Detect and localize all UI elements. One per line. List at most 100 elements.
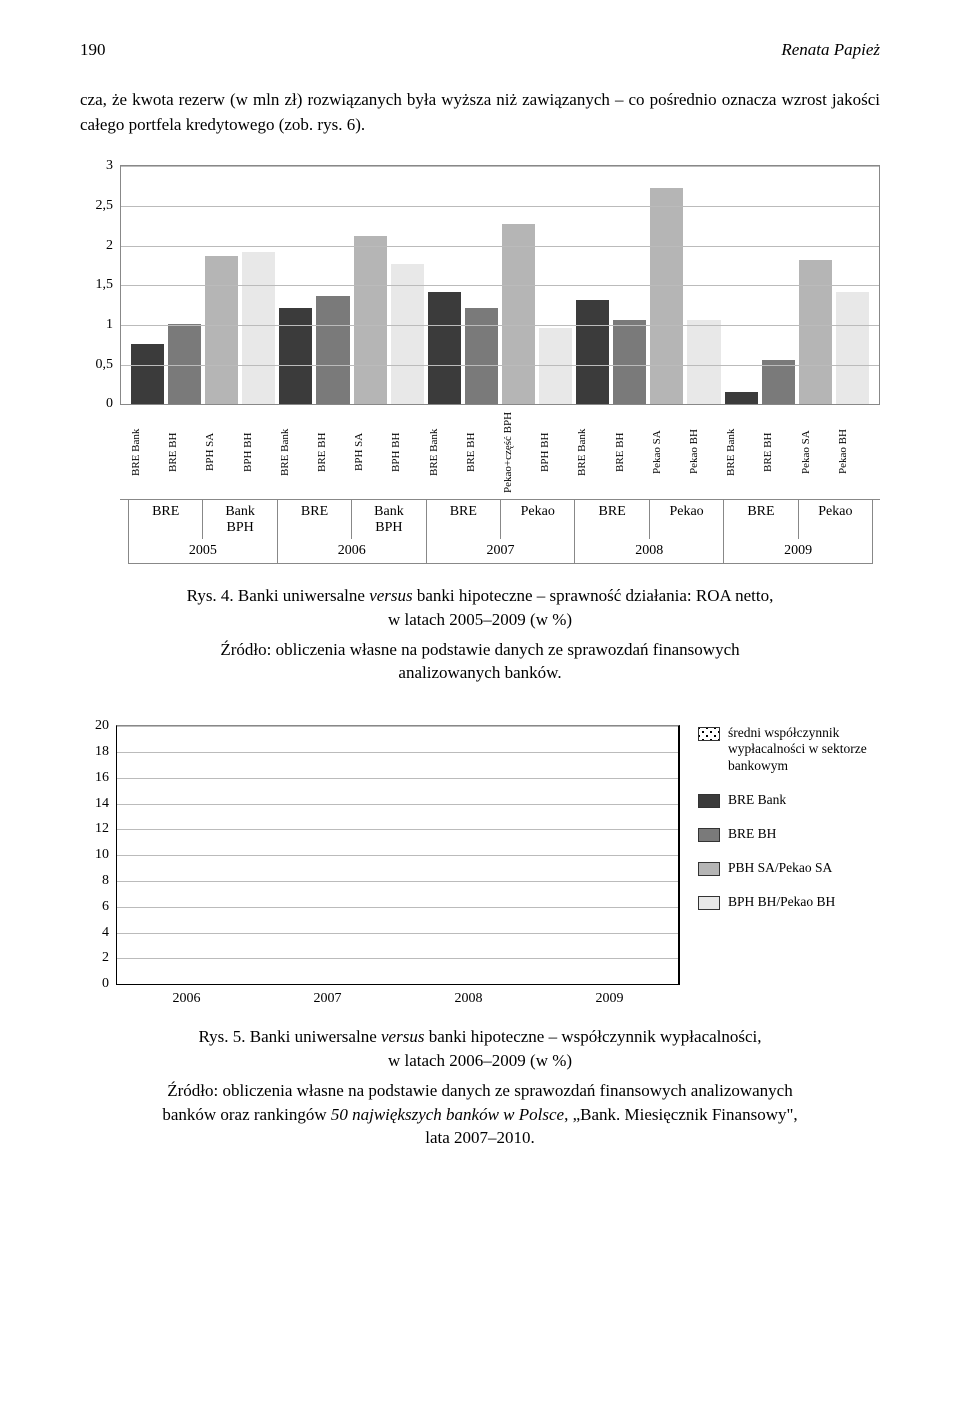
source-fig-5-l1: Źródło: obliczenia własne na podstawie d… — [167, 1081, 792, 1100]
chart-gridline — [117, 855, 678, 856]
chart-bar-fill — [836, 292, 869, 404]
chart-year-label: 2009 — [723, 539, 873, 564]
caption-fig-4-l1: Rys. 4. Banki uniwersalne versus banki h… — [187, 586, 774, 605]
chart-category-label: Pekao SA — [800, 409, 833, 499]
chart-bar-fill — [465, 308, 498, 404]
chart-bar — [465, 308, 498, 404]
chart-bar — [242, 252, 275, 404]
chart-subgroup-label: Bank BPH — [351, 500, 426, 539]
chart-year-label: 2007 — [426, 539, 576, 564]
chart-gridline — [121, 166, 879, 167]
legend-label: średni współczynnik wypłacalności w sekt… — [728, 725, 880, 774]
chart-ytick-label: 16 — [95, 770, 117, 786]
chart-wyplacalnosc-plot: 02468101214161820 — [116, 725, 680, 985]
chart-roa-plot: 00,511,522,53 — [120, 165, 880, 405]
legend-item: średni współczynnik wypłacalności w sekt… — [698, 725, 880, 774]
source-fig-4: Źródło: obliczenia własne na podstawie d… — [80, 638, 880, 686]
chart-ytick-label: 2 — [106, 238, 121, 254]
chart-bar-fill — [279, 308, 312, 404]
chart-category-label: BRE Bank — [576, 409, 609, 499]
chart-bar — [354, 236, 387, 404]
chart-category-label: BRE Bank — [279, 409, 312, 499]
chart-bar-fill — [539, 328, 572, 404]
chart-category-label: BRE Bank — [130, 409, 163, 499]
chart-bar-fill — [650, 188, 683, 404]
chart-ytick-label: 2 — [102, 950, 117, 966]
legend-label: BRE Bank — [728, 792, 786, 808]
chart-year-label: 2005 — [128, 539, 278, 564]
chart-ytick-label: 8 — [102, 873, 117, 889]
chart-roa-subgroups: BREBank BPHBREBank BPHBREPekaoBREPekaoBR… — [120, 499, 880, 539]
chart-ytick-label: 10 — [95, 847, 117, 863]
chart-ytick-label: 6 — [102, 899, 117, 915]
chart-category-label: BPH BH — [242, 409, 275, 499]
chart-bar-fill — [576, 300, 609, 404]
chart-ytick-label: 3 — [106, 158, 121, 174]
chart-bar-fill — [725, 392, 758, 404]
chart-bar-fill — [762, 360, 795, 404]
chart-bar-fill — [131, 344, 164, 404]
chart-bar-fill — [316, 296, 349, 404]
chart-ytick-label: 0,5 — [96, 357, 122, 373]
legend-label: BRE BH — [728, 826, 776, 842]
chart-ytick-label: 4 — [102, 925, 117, 941]
chart-subgroup-label: Pekao — [500, 500, 575, 539]
caption-fig-5-l1: Rys. 5. Banki uniwersalne versus banki h… — [198, 1027, 761, 1046]
legend-swatch — [698, 727, 720, 741]
chart-gridline — [117, 726, 678, 727]
chart-ytick-label: 12 — [95, 821, 117, 837]
chart-gridline — [117, 881, 678, 882]
chart-bar-fill — [502, 224, 535, 404]
legend-swatch — [698, 828, 720, 842]
chart-gridline — [117, 958, 678, 959]
chart-ytick-label: 18 — [95, 744, 117, 760]
chart-ytick-label: 2,5 — [96, 198, 122, 214]
chart-year-label: 2006 — [277, 539, 427, 564]
chart-category-label: BPH SA — [204, 409, 237, 499]
chart-roa-years: 20052006200720082009 — [120, 539, 880, 564]
chart-wyplacalnosc-legend: średni współczynnik wypłacalności w sekt… — [680, 725, 880, 1007]
chart-category-label: Pekao BH — [837, 409, 870, 499]
chart-category-label: BRE BH — [614, 409, 647, 499]
chart-gridline — [121, 325, 879, 326]
chart-bar — [725, 392, 758, 404]
chart-category-label: Pekao BH — [688, 409, 721, 499]
chart-gridline — [117, 804, 678, 805]
chart-bar — [836, 292, 869, 404]
chart-category-label: Pekao SA — [651, 409, 684, 499]
author-name: Renata Papież — [781, 40, 880, 60]
chart-bar — [613, 320, 646, 404]
chart-bar — [799, 260, 832, 404]
page-header: 190 Renata Papież — [80, 40, 880, 60]
chart-ytick-label: 1 — [106, 317, 121, 333]
chart-bar-fill — [242, 252, 275, 404]
source-fig-4-l2: analizowanych banków. — [398, 663, 561, 682]
source-fig-4-l1: Źródło: obliczenia własne na podstawie d… — [220, 640, 739, 659]
caption-fig-5: Rys. 5. Banki uniwersalne versus banki h… — [80, 1025, 880, 1073]
chart-subgroup-label: Pekao — [798, 500, 873, 539]
chart-category-label: Pekao+część BPH — [502, 409, 535, 499]
chart-bar — [539, 328, 572, 404]
chart-x-label: 2006 — [116, 985, 257, 1007]
chart-x-label: 2007 — [257, 985, 398, 1007]
source-fig-5-l3: lata 2007–2010. — [425, 1128, 535, 1147]
chart-category-label: BRE Bank — [428, 409, 461, 499]
chart-roa-categories: BRE BankBRE BHBPH SABPH BHBRE BankBRE BH… — [120, 409, 880, 499]
chart-bar-fill — [687, 320, 720, 404]
chart-x-label: 2008 — [398, 985, 539, 1007]
chart-category-label: BRE Bank — [725, 409, 758, 499]
chart-wyplacalnosc-xaxis: 2006200720082009 — [116, 985, 680, 1007]
chart-wyplacalnosc-left: 02468101214161820 2006200720082009 — [80, 725, 680, 1007]
caption-fig-4-l2: w latach 2005–2009 (w %) — [388, 610, 572, 629]
chart-gridline — [121, 285, 879, 286]
legend-item: BPH BH/Pekao BH — [698, 894, 880, 910]
chart-bar — [131, 344, 164, 404]
chart-x-label: 2009 — [539, 985, 680, 1007]
page-number: 190 — [80, 40, 106, 60]
chart-subgroup-label: Bank BPH — [202, 500, 277, 539]
chart-roa: 00,511,522,53 BRE BankBRE BHBPH SABPH BH… — [80, 165, 880, 564]
legend-label: BPH BH/Pekao BH — [728, 894, 835, 910]
chart-category-label: BPH BH — [390, 409, 423, 499]
chart-category-label: BPH BH — [539, 409, 572, 499]
legend-label: PBH SA/Pekao SA — [728, 860, 832, 876]
